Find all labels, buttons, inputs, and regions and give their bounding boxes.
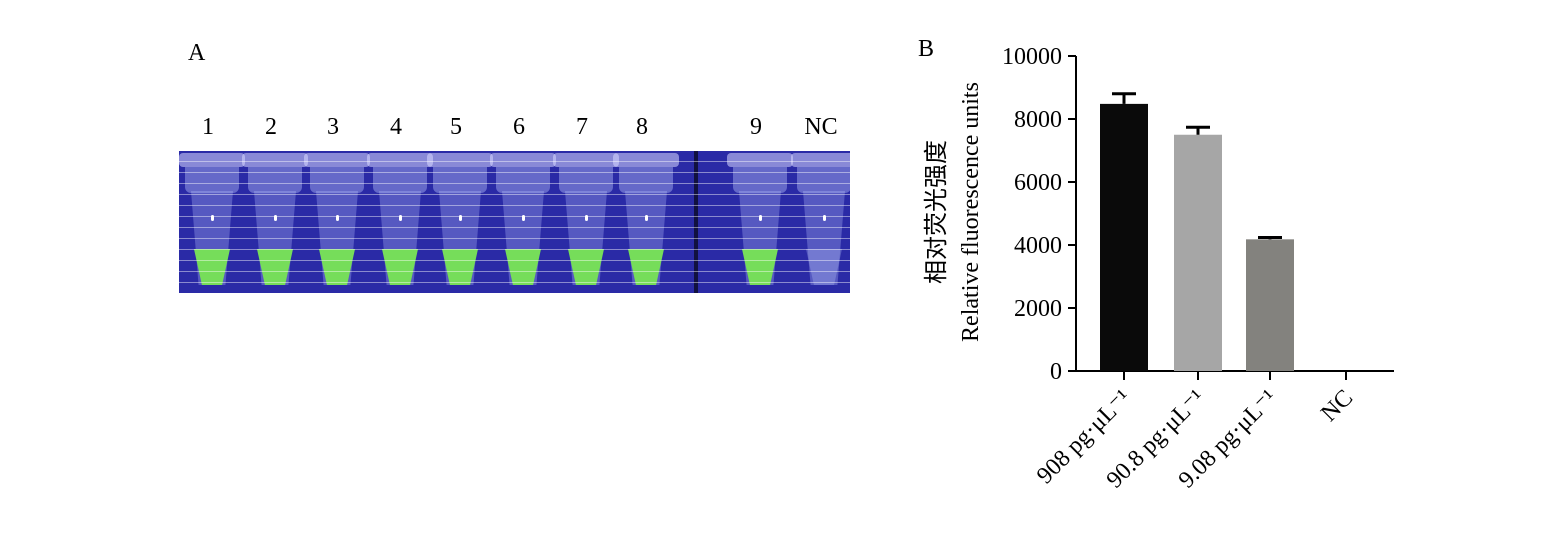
tube-label-7: 7 (576, 114, 588, 140)
y-tick-label: 2000 (1014, 296, 1062, 322)
tube-5 (427, 153, 493, 287)
bar (1174, 134, 1222, 371)
y-tick-label: 4000 (1014, 233, 1062, 259)
tube-2 (242, 153, 308, 287)
tube-label-4: 4 (390, 114, 402, 140)
photo-divider (694, 151, 698, 293)
tube-label-9: 9 (750, 114, 762, 140)
bar (1246, 239, 1294, 371)
tube-nc (791, 153, 850, 287)
tube-label-3: 3 (327, 114, 339, 140)
x-tick-label: NC (1316, 385, 1358, 427)
y-tick-label: 8000 (1014, 107, 1062, 133)
tube-8 (613, 153, 679, 287)
y-axis-label: Relative fluorescence units (958, 82, 984, 342)
tube-3 (304, 153, 370, 287)
y-axis-label-cn: 相对荧光强度 (923, 140, 950, 284)
y-tick-label: 0 (1050, 359, 1062, 385)
panel-a-label: A (188, 40, 206, 66)
tube-label-6: 6 (513, 114, 525, 140)
panel-b-label: B (918, 36, 935, 62)
tube-4 (367, 153, 433, 287)
y-tick-label: 10000 (1002, 44, 1062, 70)
tube-label-nc: NC (804, 114, 838, 140)
tube-9 (727, 153, 793, 287)
tube-6 (490, 153, 556, 287)
tube-label-2: 2 (265, 114, 277, 140)
tube-7 (553, 153, 619, 287)
bar (1100, 103, 1148, 371)
chart-bars (1100, 92, 1294, 371)
tube-label-5: 5 (450, 114, 462, 140)
tube-1 (179, 153, 245, 287)
tube-label-1: 1 (202, 114, 214, 140)
tube-label-8: 8 (636, 114, 648, 140)
y-tick-label: 6000 (1014, 170, 1062, 196)
